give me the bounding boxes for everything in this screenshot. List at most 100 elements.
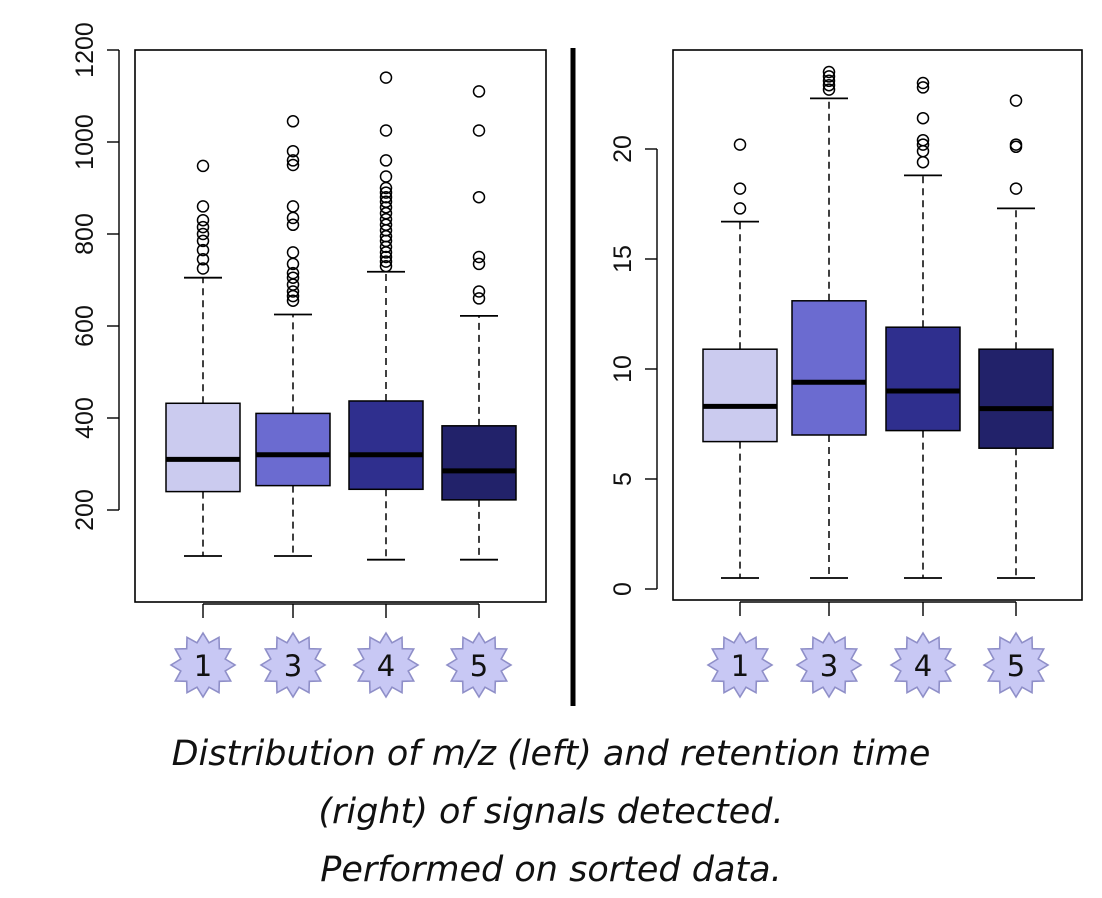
rt-box	[702, 348, 778, 443]
star-badge-icon	[352, 631, 420, 699]
rt-outlier-point	[733, 182, 747, 195]
rt-outlier-point	[916, 81, 930, 94]
mz-outlier-point	[472, 124, 486, 137]
star-badge-icon	[169, 631, 237, 699]
rt-outlier-point	[1009, 138, 1023, 151]
mz-outlier-point	[286, 144, 300, 158]
rt-plot-frame	[672, 49, 1083, 601]
rt-outlier-point	[916, 155, 930, 169]
caption-line-2: (right) of signals detected.	[318, 792, 784, 832]
mz-box-group-4	[348, 71, 424, 561]
mz-box	[165, 402, 241, 493]
mz-outlier-point	[286, 294, 300, 307]
star-badge-icon	[445, 631, 513, 699]
mz-outlier-point	[379, 259, 393, 273]
mz-outlier-point	[379, 201, 393, 214]
rt-outlier-point	[733, 202, 747, 215]
rt-outlier-point	[1009, 182, 1023, 195]
rt-outlier-point	[822, 78, 836, 92]
mz-outlier-point	[196, 200, 210, 213]
rt-box-group-3	[791, 65, 867, 579]
rt-y-tick-label: 0	[609, 582, 637, 596]
rt-outlier-point	[916, 138, 930, 151]
mz-outlier-point	[472, 85, 486, 98]
mz-y-tick-label: 1000	[71, 114, 99, 170]
mz-outlier-point	[286, 246, 300, 259]
rt-outlier-point	[822, 70, 836, 83]
mz-outlier-point	[472, 257, 486, 271]
retention-time-boxplot-chart: 0 5 10 15 20 1 3 4 5	[609, 49, 1083, 699]
rt-y-tick-label: 20	[609, 135, 637, 163]
mz-outlier-point	[286, 200, 300, 213]
mz-outlier-point	[379, 255, 393, 268]
star-badge-icon	[706, 631, 774, 699]
rt-box	[978, 348, 1054, 449]
rt-category-label: 4	[914, 649, 932, 683]
rt-outlier-point	[916, 76, 930, 90]
mz-y-tick-label: 1200	[71, 22, 99, 78]
mz-outlier-point	[286, 285, 300, 298]
mz-outlier-point	[379, 190, 393, 204]
mz-outlier-point	[196, 159, 210, 173]
mz-outlier-point	[379, 250, 393, 264]
rt-outlier-point	[822, 74, 836, 88]
mz-box-group-5	[441, 85, 517, 561]
rt-outlier-point	[733, 138, 747, 151]
rt-outlier-point	[822, 83, 836, 96]
rt-outlier-point	[916, 111, 930, 125]
mz-outlier-point	[196, 243, 210, 257]
star-badge-icon	[795, 631, 863, 699]
rt-outlier-point	[822, 65, 836, 79]
mz-outlier-point	[472, 190, 486, 204]
mz-outlier-point	[286, 158, 300, 172]
rt-y-tick-label: 15	[609, 245, 637, 273]
rt-outlier-point	[1009, 94, 1023, 107]
mz-y-tick-label: 400	[71, 397, 99, 439]
mz-outlier-point	[472, 292, 486, 305]
rt-category-label: 3	[820, 649, 838, 683]
caption-line-3: Performed on sorted data.	[320, 850, 782, 890]
mz-outlier-point	[286, 218, 300, 232]
rt-outlier-point	[916, 144, 930, 158]
mz-outlier-point	[286, 266, 300, 280]
mz-outlier-point	[196, 253, 210, 266]
rt-outlier-point	[916, 133, 930, 147]
mz-category-label: 5	[470, 649, 488, 683]
mz-outlier-point	[472, 285, 486, 298]
rt-y-tick-label: 10	[609, 355, 637, 383]
mz-category-label: 3	[284, 649, 302, 683]
mz-box	[255, 412, 331, 487]
rt-box	[885, 326, 961, 432]
mz-y-tick-label: 600	[71, 305, 99, 347]
mz-outlier-point	[379, 71, 393, 84]
rt-box-group-5	[978, 94, 1054, 579]
rt-box-group-4	[885, 76, 961, 579]
mz-outlier-point	[286, 154, 300, 167]
star-badge-icon	[889, 631, 957, 699]
mz-plot-frame	[134, 49, 547, 603]
mz-box	[441, 425, 517, 501]
mz-box-group-3	[255, 115, 331, 557]
mz-outlier-point	[196, 234, 210, 248]
mz-outlier-point	[196, 262, 210, 275]
star-badge-icon	[259, 631, 327, 699]
mz-category-label: 4	[377, 649, 395, 683]
mz-outlier-point	[379, 213, 393, 226]
mz-outlier-point	[286, 211, 300, 225]
rt-category-label: 5	[1007, 649, 1025, 683]
mz-outlier-point	[379, 154, 393, 167]
rt-category-label: 1	[731, 649, 749, 683]
rt-box-group-1	[702, 138, 778, 579]
mz-y-tick-label: 800	[71, 213, 99, 255]
mz-outlier-point	[286, 115, 300, 128]
mz-box-group-1	[165, 159, 241, 557]
mz-outlier-point	[379, 195, 393, 209]
mz-boxplot-chart: 200 400 600 800 1000 1200 1 3 4 5	[71, 22, 547, 699]
rt-box	[791, 300, 867, 436]
mz-outlier-point	[379, 124, 393, 137]
mz-y-tick-label: 200	[71, 489, 99, 531]
caption-line-1: Distribution of m/z (left) and retention…	[171, 734, 931, 774]
rt-y-tick-label: 5	[609, 472, 637, 486]
mz-outlier-point	[472, 250, 486, 264]
